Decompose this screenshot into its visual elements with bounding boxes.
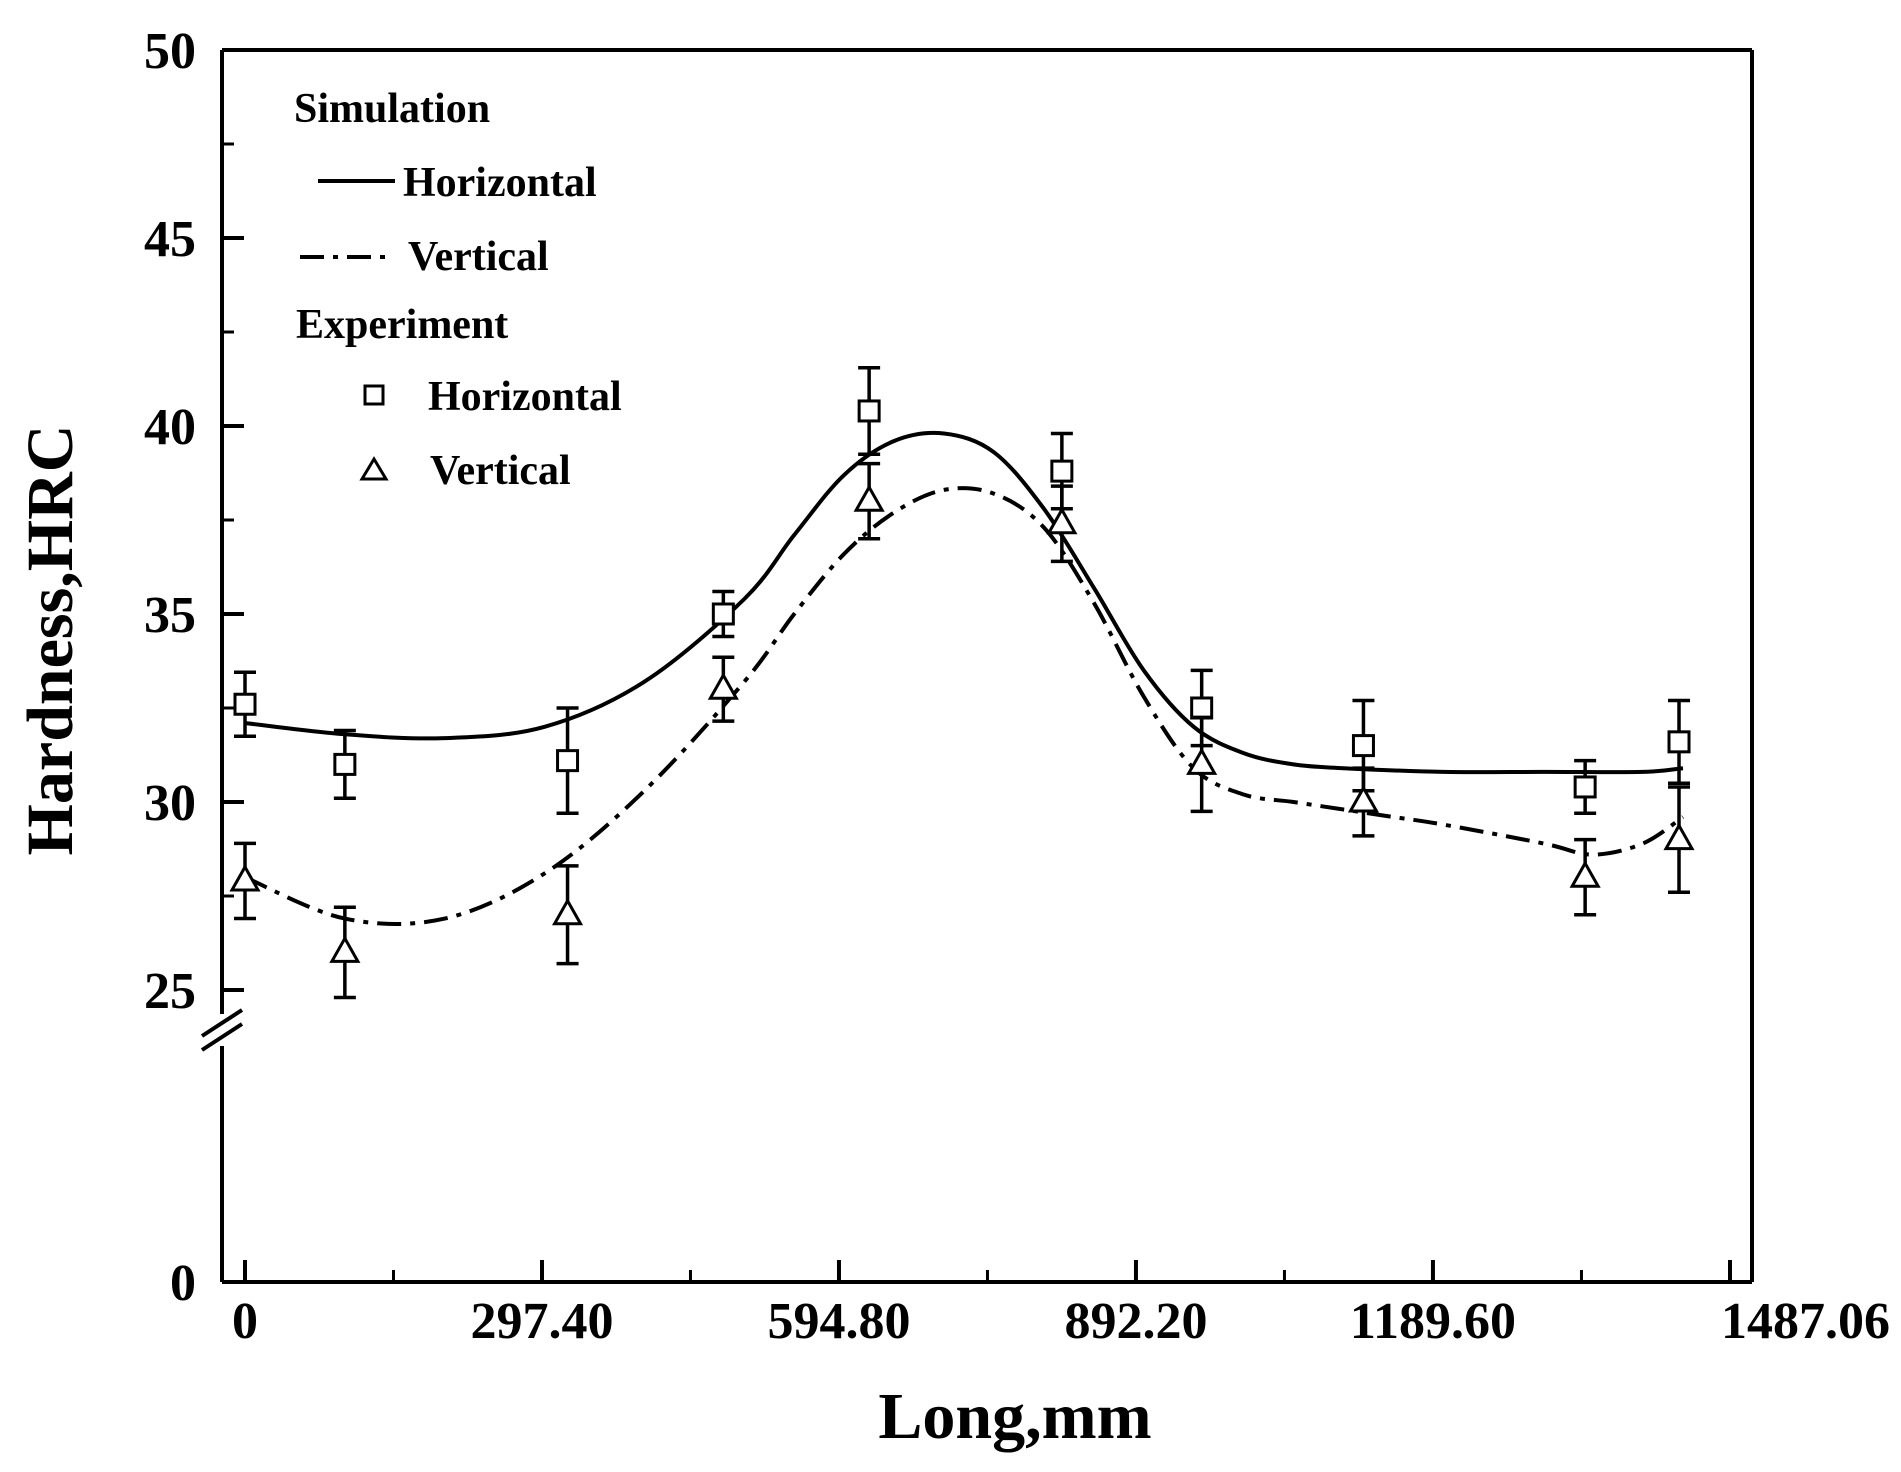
x-tick-label: 0 <box>232 1293 258 1350</box>
simulation-line-horizontal <box>244 430 1684 775</box>
y-tick-label: 40 <box>144 399 196 456</box>
y-axis-break <box>200 1008 244 1052</box>
x-tick-label: 1189.60 <box>1350 1293 1516 1350</box>
legend-exp-horizontal-label: Horizontal <box>428 374 622 420</box>
x-tick-label: 892.20 <box>1064 1293 1207 1350</box>
data-point-horizontal <box>1667 730 1691 754</box>
y-tick-label: 30 <box>144 775 196 832</box>
data-point-horizontal <box>711 602 735 626</box>
x-tick-label: 297.40 <box>470 1293 613 1350</box>
data-point-horizontal <box>556 749 580 773</box>
data-point-vertical <box>1046 506 1078 535</box>
data-point-horizontal <box>1351 734 1375 758</box>
data-point-horizontal <box>1190 696 1214 720</box>
axis-break-mark <box>200 1022 244 1052</box>
legend-exp-horizontal-square-marker <box>363 384 385 406</box>
experiment-markers <box>229 365 1695 1000</box>
data-point-vertical <box>853 484 885 512</box>
legend: Simulation Horizontal Vertical Experimen… <box>294 86 622 494</box>
data-point-horizontal <box>1573 775 1597 799</box>
data-point-vertical <box>551 897 584 926</box>
y-tick-label: 50 <box>144 23 196 80</box>
legend-simulation-title: Simulation <box>294 86 490 132</box>
x-axis-ticks: 0 297.40 594.80 892.20 1189.60 1487.06 <box>232 1260 1890 1350</box>
y-tick-label: 45 <box>144 211 196 268</box>
y-tick-label: 0 <box>170 1255 196 1312</box>
simulation-line-vertical <box>244 486 1685 926</box>
data-point-vertical <box>229 863 261 892</box>
x-tick-label: 1487.06 <box>1721 1293 1890 1350</box>
legend-sim-horizontal-label: Horizontal <box>403 160 597 206</box>
y-axis-ticks: 0 25 30 35 40 45 50 <box>144 23 244 1312</box>
data-point-vertical <box>1569 860 1601 888</box>
y-tick-label: 25 <box>144 963 196 1020</box>
data-point-vertical <box>1347 784 1380 813</box>
x-axis-title: Long,mm <box>878 1380 1151 1453</box>
data-point-vertical <box>1663 822 1695 851</box>
legend-experiment-title: Experiment <box>296 302 508 348</box>
y-axis-title: Hardness,HRC <box>14 425 87 856</box>
legend-exp-vertical-label: Vertical <box>430 448 571 494</box>
data-point-horizontal <box>1050 459 1074 483</box>
simulation-lines <box>244 430 1685 926</box>
data-point-vertical <box>329 935 361 963</box>
legend-sim-vertical-label: Vertical <box>408 234 549 280</box>
data-point-vertical <box>1186 747 1218 775</box>
data-point-vertical <box>707 672 739 700</box>
data-point-horizontal <box>333 752 357 776</box>
y-tick-label: 35 <box>144 587 196 644</box>
data-point-horizontal <box>233 692 257 716</box>
axis-break-mark <box>200 1008 244 1038</box>
data-point-horizontal <box>857 399 881 423</box>
legend-exp-vertical-triangle-marker <box>359 456 389 481</box>
x-tick-label: 594.80 <box>767 1293 910 1350</box>
